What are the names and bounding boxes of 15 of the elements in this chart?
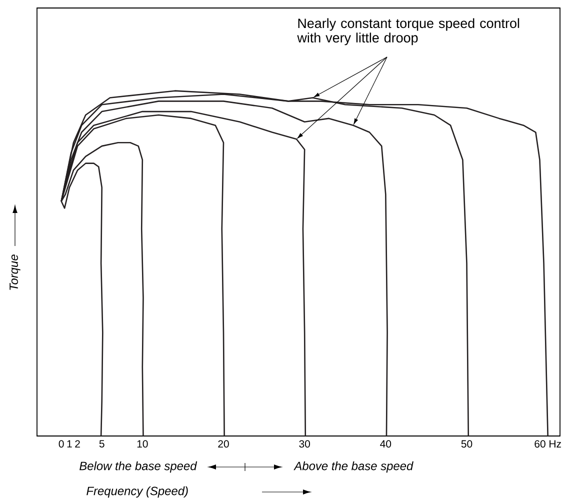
x-tick-label: 40 [380,440,392,448]
text: Nearly constant torque speed control with very little droop [297,18,520,46]
x-tick-label: 60 Hz [534,440,561,448]
x-tick-label: 1 [67,440,72,448]
x-tick-label: 30 [299,440,310,448]
x-axis-title: Frequency (Speed) [86,486,188,498]
x-tick-label: 2 [75,440,80,448]
x-tick-label: 50 [461,440,472,448]
x-tick-label: 20 [218,440,229,448]
x-tick-label: 10 [137,440,148,448]
y-axis-title: Torque [10,254,20,290]
x-tick-label: 0 [58,440,64,448]
text: Above the base speed [294,461,414,473]
text: Below the base speed [80,461,198,473]
x-tick-label: 5 [99,440,104,448]
